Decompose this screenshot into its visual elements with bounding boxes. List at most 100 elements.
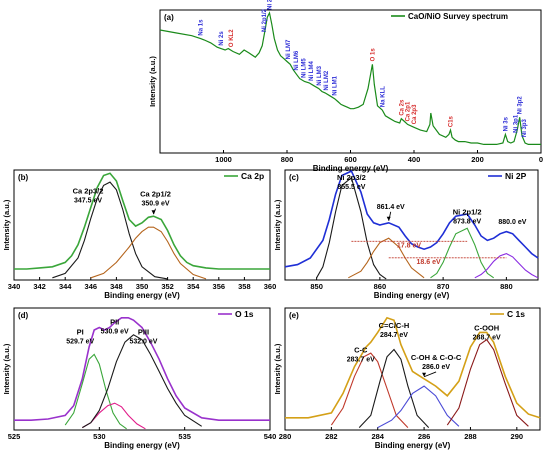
peak-annotation: C-OH & C-O-C 286.0 eV — [411, 353, 462, 378]
peak-label: Ni LM5 — [302, 58, 308, 78]
peak-label: Ni 3p3 — [522, 118, 528, 137]
fit-component-line — [90, 226, 207, 280]
peak-energy: 286.0 eV — [422, 364, 450, 371]
x-tick-label: 600 — [344, 155, 357, 164]
chart-panel-3: 525 530 535 540 Binding energy (eV) Intensity… — [2, 307, 276, 450]
fit-component-line — [330, 352, 409, 428]
peak-label: Ca 2s — [399, 99, 405, 116]
fit-component-line — [430, 227, 495, 279]
x-tick-label: 850 — [310, 282, 323, 291]
arrowhead-icon — [386, 216, 391, 221]
fit-component-line — [82, 334, 202, 429]
data-series-line — [14, 172, 270, 270]
peak-annotation: C=C/C-H 284.7 eV — [379, 321, 410, 339]
peak-name: Ni 2p1/2 — [453, 207, 482, 216]
x-tick-label: 346 — [85, 282, 98, 291]
peak-energy: 17.8 eV — [397, 242, 421, 249]
peak-label: Na 1s — [199, 19, 205, 36]
peak-label: C1s — [449, 115, 455, 127]
peak-annotation: C-C 283.7 eV — [347, 346, 375, 364]
x-tick-label: 530 — [93, 432, 106, 441]
peak-label: Ni LM7 — [286, 39, 292, 59]
x-tick-label: 400 — [408, 155, 421, 164]
peak-annotation: PIII 532.0 eV — [129, 327, 157, 345]
x-tick-label: 352 — [161, 282, 174, 291]
fit-component-line — [358, 348, 430, 428]
peak-energy: 283.7 eV — [347, 357, 375, 364]
peak-name: Ca 2p1/2 — [140, 190, 171, 199]
peak-name: PI — [77, 327, 84, 336]
y-axis-label: Intensity (a.u.) — [2, 343, 11, 394]
chart-panel-0: 1000 800 600 400 200 0 Binding energy (eV) Inte… — [148, 0, 543, 173]
legend-label: O 1s — [235, 309, 254, 319]
peak-label: Na KLL — [380, 86, 386, 107]
peak-label: Ni 3p1 — [514, 114, 520, 133]
peak-annotation: Ca 2p3/2 347.5 eV — [73, 186, 104, 204]
x-tick-label: 286 — [418, 432, 431, 441]
peak-label: Ni 2s — [219, 31, 225, 46]
panel-letter: (c) — [289, 173, 299, 182]
peak-energy: 880.0 eV — [498, 219, 526, 226]
x-tick-label: 525 — [8, 432, 21, 441]
plot-frame — [284, 169, 539, 281]
fit-component-line — [446, 338, 529, 427]
peak-name: C=C/C-H — [379, 321, 410, 330]
panel-letter: (b) — [18, 173, 29, 182]
chart-panel-4: 280 282 284 286 288 290 Binding energy (eV) Int… — [273, 307, 541, 450]
panel-letter: (e) — [289, 311, 299, 320]
peak-annotation: C-OOH 288.7 eV — [473, 324, 501, 342]
peak-name: C-OH & C-O-C — [411, 353, 462, 362]
panel-letter: (d) — [18, 311, 29, 320]
x-tick-label: 358 — [238, 282, 251, 291]
x-axis-label: Binding energy (eV) — [375, 441, 451, 450]
peak-label: O KL2 — [229, 29, 235, 47]
peak-energy: 288.7 eV — [473, 335, 501, 342]
x-axis-label: Binding energy (eV) — [374, 291, 450, 300]
x-tick-label: 350 — [136, 282, 149, 291]
chart-panel-2: 850 860 870 880 Binding energy (eV) Intensity… — [273, 169, 539, 300]
x-tick-label: 340 — [8, 282, 21, 291]
legend-label: C 1s — [507, 309, 525, 319]
x-tick-label: 880 — [500, 282, 513, 291]
y-axis-label: Intensity (a.u.) — [273, 343, 282, 394]
peak-label: Ni 2p3/2 — [268, 0, 274, 10]
peak-name: C-OOH — [474, 324, 499, 333]
peak-energy: 529.7 eV — [66, 338, 94, 345]
x-axis-label: Binding energy (eV) — [313, 164, 389, 173]
peak-label: Ni 3s — [503, 116, 509, 131]
legend-label: CaO/NiO Survey spectrum — [408, 12, 508, 21]
arrowhead-icon — [422, 372, 427, 377]
x-tick-label: 360 — [264, 282, 277, 291]
peak-annotation: 18.6 eV — [417, 259, 441, 266]
x-tick-label: 280 — [279, 432, 292, 441]
data-series-line — [285, 316, 541, 419]
x-tick-label: 288 — [464, 432, 477, 441]
peak-annotation: PI 529.7 eV — [66, 327, 94, 345]
peak-annotation: 17.8 eV — [397, 242, 421, 249]
x-tick-label: 354 — [187, 282, 200, 291]
data-series-line — [284, 170, 539, 268]
peak-name: PII — [110, 318, 119, 327]
x-axis-label: Binding energy (eV) — [104, 441, 180, 450]
data-series-line — [159, 11, 541, 145]
fit-component-line — [377, 385, 460, 429]
x-tick-label: 860 — [374, 282, 387, 291]
peak-name: Ca 2p3/2 — [73, 186, 104, 195]
peak-energy: 350.9 eV — [142, 201, 170, 208]
peak-label: Ca 2p1 — [406, 101, 412, 121]
x-tick-label: 290 — [511, 432, 524, 441]
peak-energy: 532.0 eV — [129, 338, 157, 345]
plot-frame — [284, 307, 541, 431]
peak-label: Ca 2p3 — [412, 104, 418, 124]
peak-annotation: PII 530.9 eV — [101, 318, 129, 336]
panel-letter: (a) — [164, 13, 174, 22]
peak-annotation: Ni 2p3/2 855.5 eV — [337, 173, 366, 191]
arrowhead-icon — [151, 210, 156, 215]
fit-component-line — [52, 181, 168, 280]
x-tick-label: 356 — [213, 282, 226, 291]
peak-label: Ni LM2 — [324, 70, 330, 90]
x-tick-label: 1000 — [215, 155, 232, 164]
x-axis-label: Binding energy (eV) — [104, 291, 180, 300]
peak-annotation: Ni 2p1/2 873.8 eV — [453, 207, 482, 225]
